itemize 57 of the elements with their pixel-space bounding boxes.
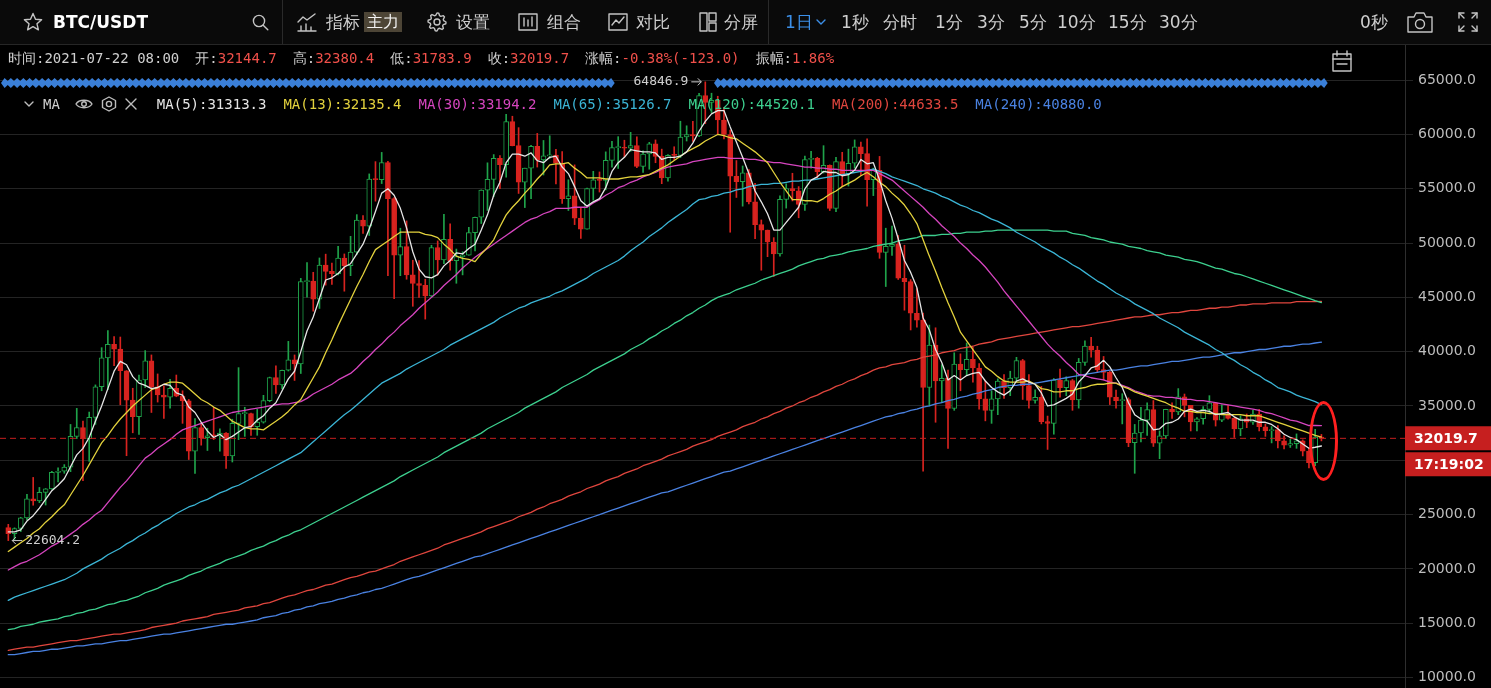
candlestick xyxy=(546,135,553,159)
text: 指标 xyxy=(326,11,360,33)
candlestick xyxy=(889,225,895,256)
y-tick-label: 45000.0 xyxy=(1418,288,1476,305)
y-tick-label: 50000.0 xyxy=(1418,233,1476,250)
y-tick-label: 40000.0 xyxy=(1418,342,1476,359)
text: 1日 xyxy=(785,11,813,33)
text: 分时 xyxy=(883,11,917,33)
y-tick-label: 10000.0 xyxy=(1418,668,1476,685)
candlestick xyxy=(690,121,696,142)
text: MA(30):33194.2 xyxy=(418,95,537,113)
text: 1秒 xyxy=(841,11,869,33)
text: 10分 xyxy=(1057,11,1096,33)
annotation: 64846.9 xyxy=(633,73,689,89)
text: 对比 xyxy=(636,11,670,33)
annotation: 收:32019.7 xyxy=(487,50,570,66)
text: 1分 xyxy=(935,11,963,33)
candlestick xyxy=(416,260,422,298)
text: BTC/USDT xyxy=(53,11,148,33)
candlestick xyxy=(1169,402,1175,419)
text: MA(13):32135.4 xyxy=(283,95,402,113)
y-tick-label: 65000.0 xyxy=(1418,70,1476,87)
text: MA(5):31313.3 xyxy=(156,95,267,113)
text: 0秒 xyxy=(1360,11,1388,33)
annotation: 振幅:1.86% xyxy=(755,50,835,66)
candlestick xyxy=(111,336,117,366)
text: 5分 xyxy=(1019,11,1047,33)
y-tick-label: 20000.0 xyxy=(1418,559,1476,576)
text: MA(240):40880.0 xyxy=(975,95,1102,113)
text: 设置 xyxy=(456,11,490,33)
text: 32019.7 xyxy=(1414,429,1478,446)
text: 分屏 xyxy=(724,11,758,33)
y-tick-label: 55000.0 xyxy=(1418,179,1476,196)
y-tick-label: 15000.0 xyxy=(1418,613,1476,630)
candlestick xyxy=(1131,424,1138,474)
y-tick-label: 25000.0 xyxy=(1418,505,1476,522)
candlestick xyxy=(758,219,765,271)
candlestick xyxy=(55,467,61,483)
legend-title: MA xyxy=(43,95,60,113)
text: 3分 xyxy=(977,11,1005,33)
text: 主力 xyxy=(364,12,402,32)
candlestick xyxy=(329,262,335,285)
text: 15分 xyxy=(1108,11,1147,33)
annotation: 高:32380.4 xyxy=(292,50,375,66)
text: 17:19:02 xyxy=(1414,455,1484,472)
annotation: 涨幅:-0.38%(-123.0) xyxy=(585,50,740,66)
annotation: 时间:2021-07-22 08:00 xyxy=(8,50,180,66)
text: MA(65):35126.7 xyxy=(553,95,672,113)
y-tick-label: 35000.0 xyxy=(1418,396,1476,413)
text: 30分 xyxy=(1159,11,1198,33)
y-tick-label: 60000.0 xyxy=(1418,125,1476,142)
candlestick xyxy=(409,259,416,307)
candlestick xyxy=(882,227,889,287)
text: 组合 xyxy=(547,11,581,33)
annotation: 开:32144.7 xyxy=(195,50,277,66)
text: MA(200):44633.5 xyxy=(831,95,959,113)
annotation: 低:31783.9 xyxy=(390,50,472,66)
